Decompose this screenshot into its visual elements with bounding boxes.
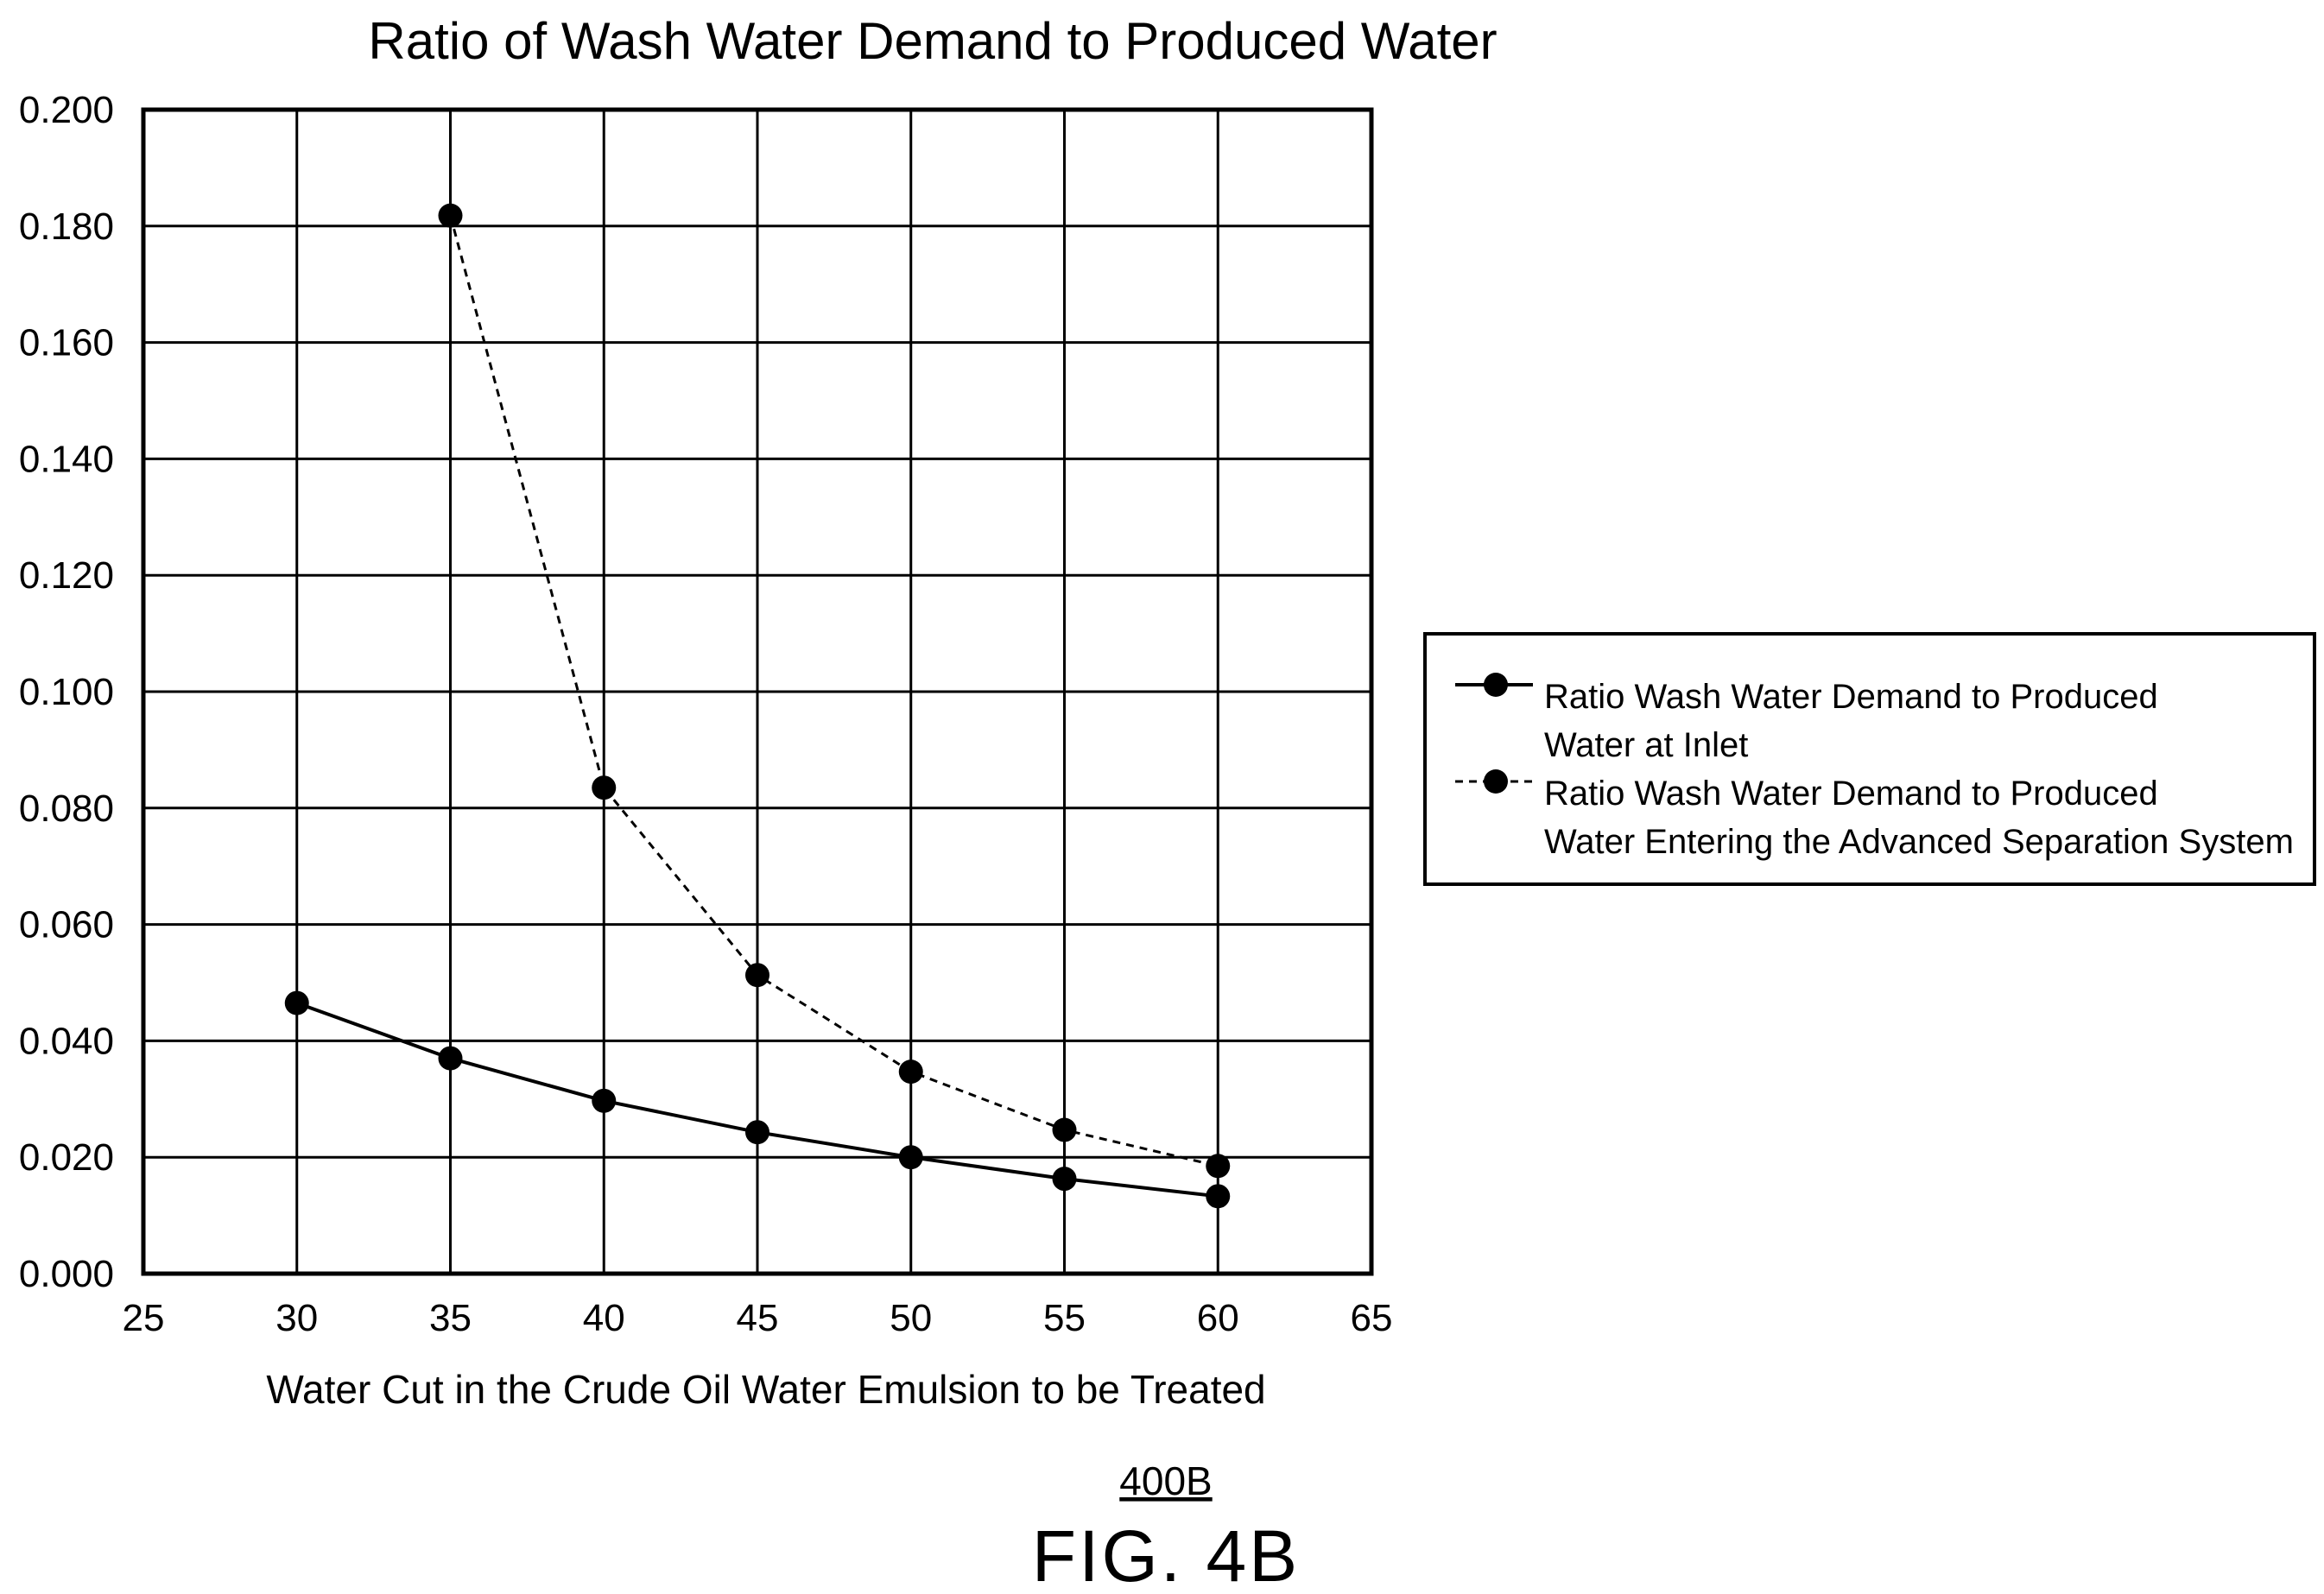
legend-item-2: Ratio Wash Water Demand to Produced Water…	[1455, 769, 2294, 861]
legend-item-1: Ratio Wash Water Demand to Produced Water…	[1455, 673, 2158, 764]
y-tick-label: 0.120	[19, 554, 114, 597]
series-line	[449, 215, 1219, 1167]
data-point	[1206, 1184, 1231, 1209]
figure-label: FIG. 4B	[1032, 1515, 1300, 1594]
chart-title: Ratio of Wash Water Demand to Produced W…	[368, 12, 1497, 70]
x-tick-label: 45	[737, 1297, 779, 1339]
data-point	[592, 1088, 617, 1113]
legend-marker	[1484, 769, 1508, 794]
x-axis-label: Water Cut in the Crude Oil Water Emulsio…	[266, 1367, 1265, 1412]
legend-items: Ratio Wash Water Demand to Produced Water…	[1455, 673, 2294, 861]
x-tick-label: 25	[123, 1297, 165, 1339]
x-tick-label: 60	[1197, 1297, 1239, 1339]
y-tick-label: 0.100	[19, 671, 114, 713]
plot-frame	[141, 107, 1374, 1276]
x-tick-label: 35	[429, 1297, 472, 1339]
y-tick-label: 0.040	[19, 1020, 114, 1062]
series-1	[284, 990, 1231, 1209]
legend-label: Ratio Wash Water Demand to Produced	[1544, 678, 2158, 716]
y-tick-label: 0.200	[19, 89, 114, 131]
data-point	[745, 963, 769, 988]
y-tick-label: 0.180	[19, 206, 114, 248]
legend-label: Water at Inlet	[1544, 726, 1748, 764]
legend-marker	[1484, 673, 1508, 697]
data-point	[438, 1046, 463, 1071]
y-tick-label: 0.020	[19, 1136, 114, 1179]
series-2	[438, 203, 1231, 1179]
y-tick-label: 0.060	[19, 904, 114, 946]
data-point	[284, 990, 309, 1015]
data-point	[745, 1120, 769, 1145]
figure-reference: 400B	[1119, 1458, 1212, 1503]
legend-frame	[1423, 632, 2316, 886]
data-point	[438, 203, 463, 228]
y-tick-label: 0.000	[19, 1253, 114, 1295]
data-point	[592, 775, 617, 800]
x-tick-label: 30	[275, 1297, 318, 1339]
x-tick-label: 50	[890, 1297, 932, 1339]
data-point	[1052, 1167, 1077, 1192]
data-point	[898, 1145, 923, 1170]
legend-label: Water Entering the Advanced Separation S…	[1544, 823, 2294, 861]
y-tick-label: 0.140	[19, 438, 114, 480]
x-tick-label: 55	[1043, 1297, 1086, 1339]
x-tick-label: 40	[583, 1297, 625, 1339]
y-tick-label: 0.160	[19, 322, 114, 364]
x-tick-label: 65	[1351, 1297, 1393, 1339]
tick-labels: 25 30 35 40 45 50 55 60 65 0.000 0.020 0.040 0.060 0.…	[19, 89, 1393, 1339]
legend: Ratio Wash Water Demand to Produced Water…	[1423, 632, 2316, 886]
legend-label: Ratio Wash Water Demand to Produced	[1544, 775, 2158, 813]
data-point	[1206, 1154, 1231, 1179]
data-point	[1052, 1117, 1077, 1142]
y-tick-label: 0.080	[19, 788, 114, 830]
series-layer	[284, 203, 1231, 1209]
grid-lines	[142, 108, 1373, 1275]
data-point	[898, 1060, 923, 1085]
